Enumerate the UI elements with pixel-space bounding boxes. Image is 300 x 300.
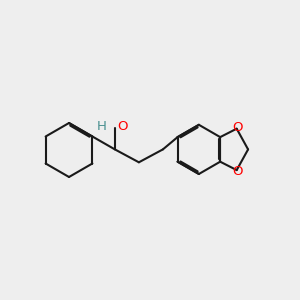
Text: H: H	[97, 120, 106, 133]
Text: O: O	[232, 165, 243, 178]
Text: O: O	[232, 121, 243, 134]
Text: O: O	[117, 120, 128, 134]
